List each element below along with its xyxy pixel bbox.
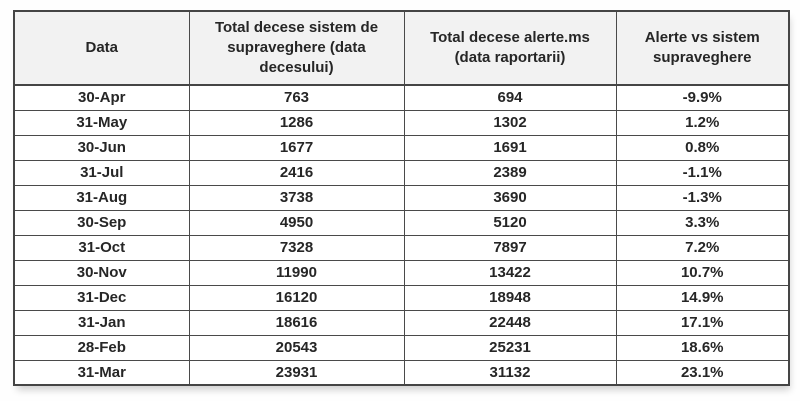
date-cell: 31-Dec [13,284,190,311]
date-cell: 31-Jul [13,159,190,186]
header-row: Data Total decese sistem de supraveghere… [13,10,790,86]
percent-diff-cell: 7.2% [615,234,790,261]
percent-diff-cell: 3.3% [615,209,790,236]
percent-diff-cell: -1.1% [615,159,790,186]
surveillance-deaths-cell: 3738 [188,184,405,211]
alerts-deaths-cell: 25231 [403,334,617,361]
percent-diff-cell: 1.2% [615,109,790,136]
alerts-deaths-cell: 22448 [403,309,617,336]
percent-diff-cell: 10.7% [615,259,790,286]
table-row: 30-Nov 11990 13422 10.7% [13,259,790,286]
column-header-percent-diff: Alerte vs sistem supraveghere [615,10,790,86]
alerts-deaths-cell: 7897 [403,234,617,261]
surveillance-deaths-cell: 1286 [188,109,405,136]
alerts-deaths-cell: 694 [403,84,617,111]
date-cell: 31-Aug [13,184,190,211]
table-row: 30-Jun 1677 1691 0.8% [13,134,790,161]
percent-diff-cell: 18.6% [615,334,790,361]
table-row: 31-Aug 3738 3690 -1.3% [13,184,790,211]
surveillance-deaths-cell: 2416 [188,159,405,186]
table-row: 31-Dec 16120 18948 14.9% [13,284,790,311]
alerts-deaths-cell: 31132 [403,359,617,386]
table-row: 28-Feb 20543 25231 18.6% [13,334,790,361]
surveillance-deaths-cell: 7328 [188,234,405,261]
alerts-deaths-cell: 13422 [403,259,617,286]
alerts-deaths-cell: 1302 [403,109,617,136]
percent-diff-cell: 14.9% [615,284,790,311]
date-cell: 30-Apr [13,84,190,111]
surveillance-deaths-cell: 18616 [188,309,405,336]
surveillance-deaths-cell: 1677 [188,134,405,161]
percent-diff-cell: 23.1% [615,359,790,386]
table-row: 31-May 1286 1302 1.2% [13,109,790,136]
date-cell: 30-Nov [13,259,190,286]
table-row: 31-Oct 7328 7897 7.2% [13,234,790,261]
alerts-deaths-cell: 18948 [403,284,617,311]
percent-diff-cell: -9.9% [615,84,790,111]
table-row: 30-Sep 4950 5120 3.3% [13,209,790,236]
alerts-deaths-cell: 2389 [403,159,617,186]
surveillance-deaths-cell: 20543 [188,334,405,361]
date-cell: 31-Oct [13,234,190,261]
table-row: 31-Jan 18616 22448 17.1% [13,309,790,336]
alerts-deaths-cell: 1691 [403,134,617,161]
surveillance-deaths-cell: 11990 [188,259,405,286]
date-cell: 28-Feb [13,334,190,361]
date-cell: 31-Mar [13,359,190,386]
table-body: 30-Apr 763 694 -9.9% 31-May 1286 1302 1.2% 30-Ju… [13,84,790,386]
column-header-surveillance-deaths: Total decese sistem de supraveghere (dat… [188,10,405,86]
table-row: 31-Mar 23931 31132 23.1% [13,359,790,386]
table-row: 30-Apr 763 694 -9.9% [13,84,790,111]
date-cell: 31-May [13,109,190,136]
percent-diff-cell: 0.8% [615,134,790,161]
date-cell: 30-Sep [13,209,190,236]
percent-diff-cell: -1.3% [615,184,790,211]
surveillance-deaths-cell: 763 [188,84,405,111]
table-row: 31-Jul 2416 2389 -1.1% [13,159,790,186]
date-cell: 30-Jun [13,134,190,161]
column-header-alerts-deaths: Total decese alerte.ms (data raportarii) [403,10,617,86]
surveillance-deaths-cell: 16120 [188,284,405,311]
date-cell: 31-Jan [13,309,190,336]
surveillance-deaths-cell: 4950 [188,209,405,236]
alerts-deaths-cell: 5120 [403,209,617,236]
deaths-comparison-table: Data Total decese sistem de supraveghere… [13,10,790,386]
column-header-date: Data [13,10,190,86]
surveillance-deaths-cell: 23931 [188,359,405,386]
table-header: Data Total decese sistem de supraveghere… [13,10,790,86]
alerts-deaths-cell: 3690 [403,184,617,211]
percent-diff-cell: 17.1% [615,309,790,336]
